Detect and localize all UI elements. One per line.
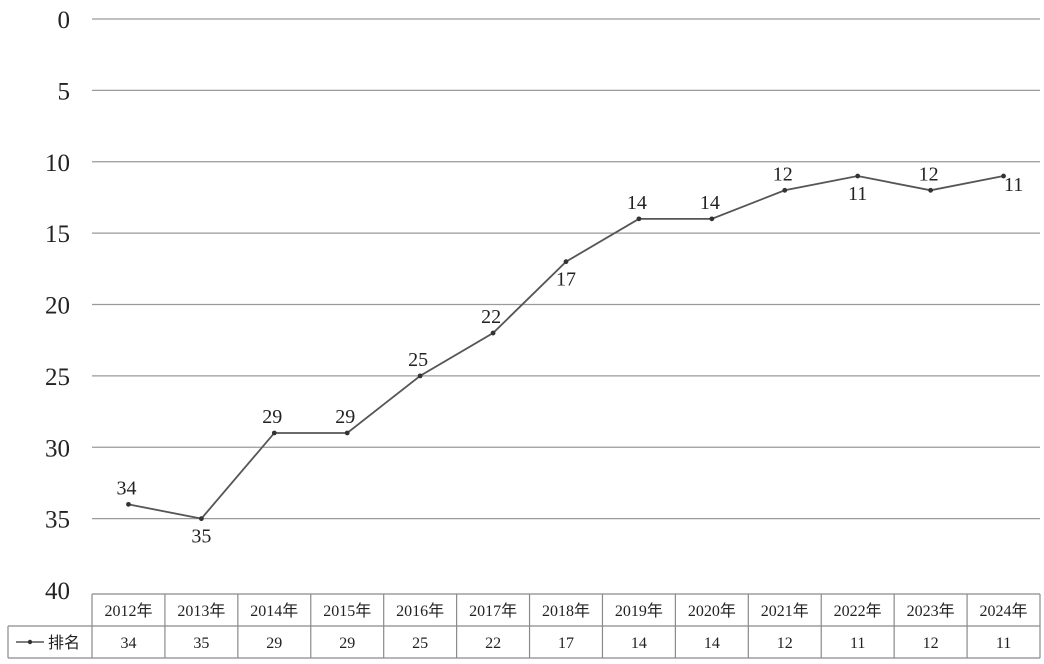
table-value-cell: 34 xyxy=(120,635,136,652)
data-point xyxy=(782,187,788,193)
y-tick-label: 40 xyxy=(45,578,70,605)
x-category-label: 2014年 xyxy=(250,602,298,620)
data-label: 34 xyxy=(116,477,136,499)
data-label: 11 xyxy=(848,183,867,205)
data-point xyxy=(198,516,204,522)
data-label: 29 xyxy=(262,406,282,428)
data-label: 17 xyxy=(556,269,576,291)
x-category-label: 2016年 xyxy=(396,602,444,620)
data-label: 12 xyxy=(773,163,793,185)
y-tick-label: 25 xyxy=(45,364,70,391)
data-point xyxy=(855,173,861,179)
y-tick-label: 30 xyxy=(45,435,70,462)
x-category-label: 2024年 xyxy=(980,602,1028,620)
data-point xyxy=(490,330,496,336)
data-point xyxy=(563,259,569,265)
x-category-label: 2021年 xyxy=(761,602,809,620)
table-value-cell: 29 xyxy=(339,635,355,652)
x-category-label: 2018年 xyxy=(542,602,590,620)
table-value-cell: 12 xyxy=(777,635,793,652)
y-tick-label: 0 xyxy=(58,7,71,34)
data-point xyxy=(271,430,277,436)
y-tick-label: 5 xyxy=(58,78,71,105)
x-category-label: 2023年 xyxy=(907,602,955,620)
table-value-cell: 11 xyxy=(996,635,1011,652)
x-category-label: 2013年 xyxy=(177,602,225,620)
data-label: 29 xyxy=(335,406,355,428)
data-label: 35 xyxy=(191,526,211,548)
x-category-label: 2022年 xyxy=(834,602,882,620)
table-value-cell: 25 xyxy=(412,635,428,652)
x-category-label: 2020年 xyxy=(688,602,736,620)
table-value-cell: 14 xyxy=(631,635,647,652)
x-category-label: 2017年 xyxy=(469,602,517,620)
legend-dot-marker xyxy=(27,639,33,645)
table-value-cell: 29 xyxy=(266,635,282,652)
data-point xyxy=(417,373,423,379)
table-value-cell: 35 xyxy=(193,635,209,652)
data-point xyxy=(636,216,642,222)
x-category-label: 2012年 xyxy=(104,602,152,620)
data-point xyxy=(126,501,131,507)
series-line-rank xyxy=(128,175,1004,520)
data-label: 14 xyxy=(627,192,647,214)
y-tick-label: 35 xyxy=(45,507,70,534)
data-label: 22 xyxy=(481,306,501,328)
table-value-cell: 11 xyxy=(850,635,865,652)
table-value-cell: 22 xyxy=(485,635,501,652)
y-tick-label: 15 xyxy=(45,221,70,248)
data-point xyxy=(344,430,350,436)
data-point xyxy=(709,216,715,222)
table-value-cell: 12 xyxy=(923,635,939,652)
data-label: 25 xyxy=(408,349,428,371)
data-point xyxy=(1001,173,1006,179)
data-label: 11 xyxy=(1004,174,1023,196)
x-category-label: 2015年 xyxy=(323,602,371,620)
data-label: 12 xyxy=(919,163,939,185)
y-tick-label: 10 xyxy=(45,150,70,177)
table-value-cell: 14 xyxy=(704,635,720,652)
y-tick-label: 20 xyxy=(45,293,70,320)
x-category-label: 2019年 xyxy=(615,602,663,620)
data-label: 14 xyxy=(700,192,720,214)
legend-series-label: 排名 xyxy=(48,634,80,652)
table-value-cell: 17 xyxy=(558,635,574,652)
data-point xyxy=(928,187,934,193)
